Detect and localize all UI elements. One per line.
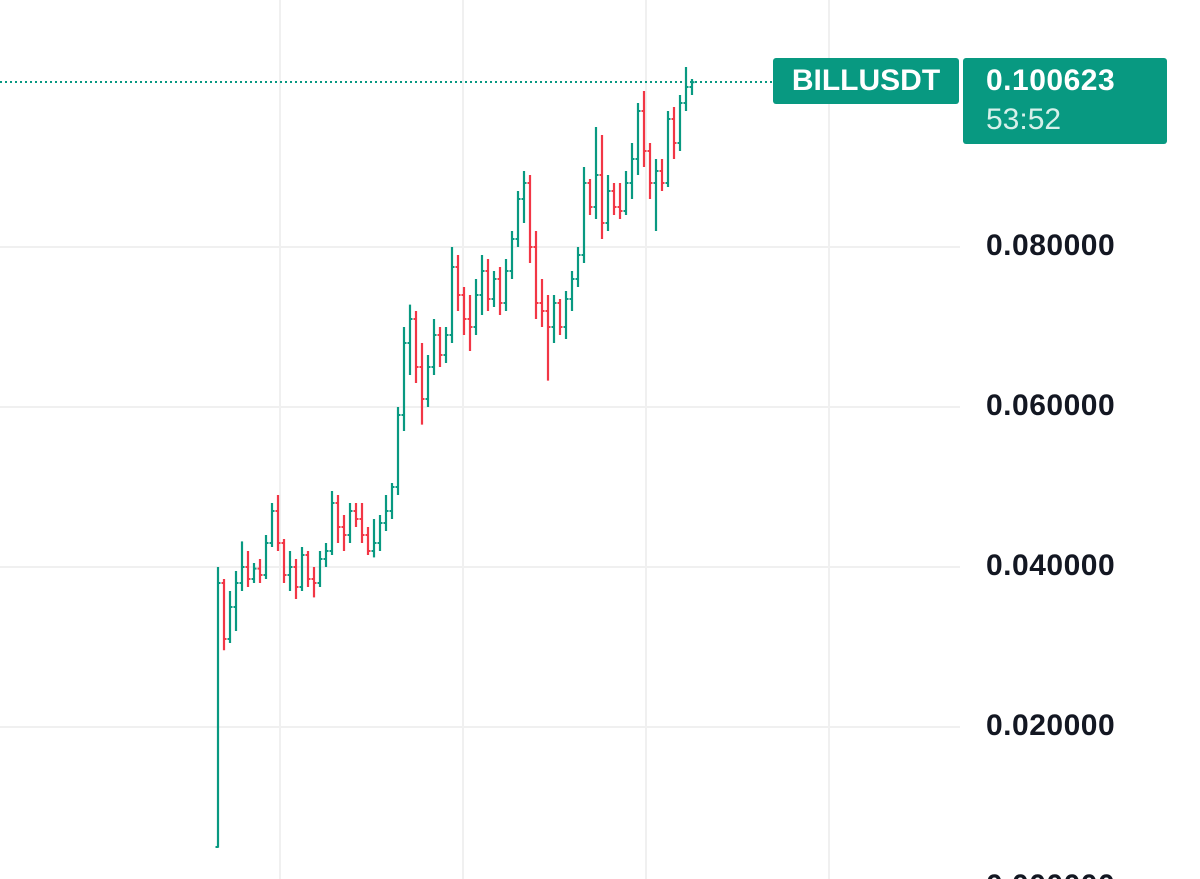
symbol-label: BILLUSDT — [792, 64, 940, 97]
y-tick-label: 0.060000 — [986, 389, 1115, 422]
y-tick-label: 0.040000 — [986, 549, 1115, 582]
y-tick-label: 0.020000 — [986, 709, 1115, 742]
price-label-box — [963, 58, 1167, 145]
y-tick-label: 0.000000 — [986, 869, 1115, 879]
symbol-label-box — [773, 58, 959, 105]
price-label: 0.100623 — [986, 64, 1115, 97]
countdown-label: 53:52 — [986, 103, 1061, 136]
y-tick-label: 0.080000 — [986, 229, 1115, 262]
